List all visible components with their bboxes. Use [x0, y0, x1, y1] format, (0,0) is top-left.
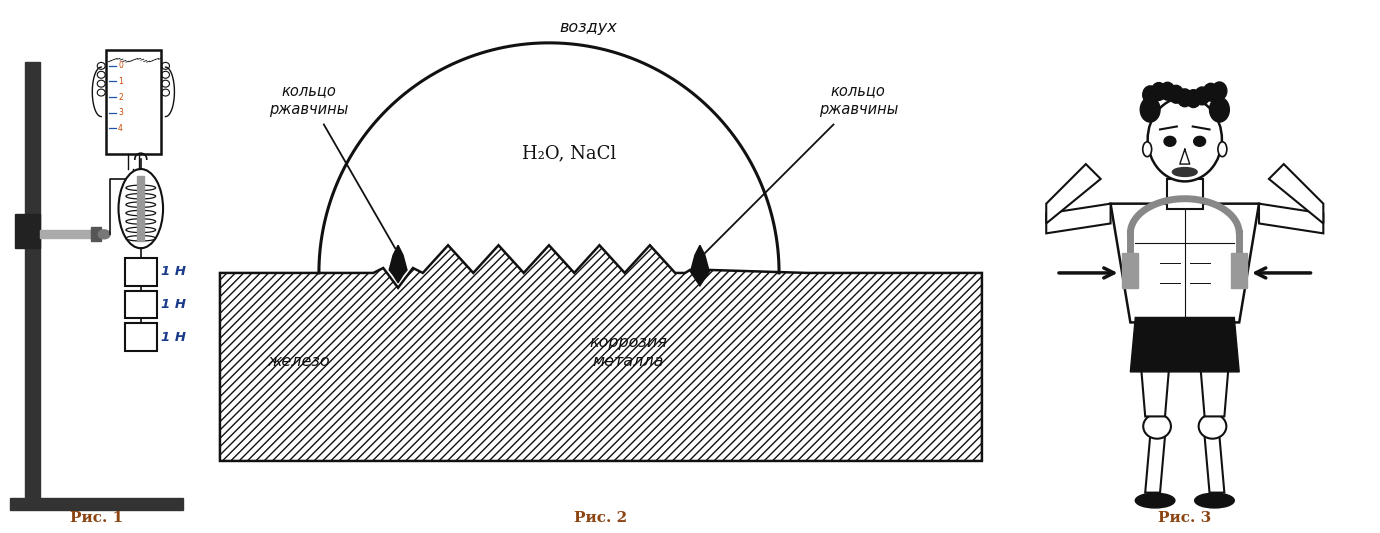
Text: 1 Н: 1 Н: [160, 331, 185, 344]
Polygon shape: [1268, 164, 1323, 223]
Polygon shape: [1199, 357, 1230, 416]
Text: Рис. 2: Рис. 2: [574, 511, 628, 526]
Text: воздух: воздух: [560, 20, 617, 35]
Text: 4: 4: [119, 124, 123, 133]
Bar: [126, 290, 156, 318]
Polygon shape: [1130, 318, 1239, 372]
Ellipse shape: [1203, 83, 1219, 101]
Bar: [106, 50, 160, 154]
Bar: [15, 214, 40, 248]
Polygon shape: [691, 245, 709, 283]
Bar: [1167, 179, 1202, 208]
Bar: [126, 324, 156, 351]
Polygon shape: [389, 245, 407, 283]
Ellipse shape: [1199, 414, 1227, 439]
Ellipse shape: [1143, 414, 1172, 439]
Bar: [25, 62, 40, 498]
Bar: [1122, 253, 1138, 288]
Text: 2: 2: [119, 93, 123, 101]
Text: Рис. 1: Рис. 1: [69, 511, 123, 526]
Text: кольцо
ржавчины: кольцо ржавчины: [818, 83, 898, 117]
Bar: [10, 498, 184, 511]
Polygon shape: [219, 245, 983, 461]
Text: 3: 3: [119, 108, 123, 117]
Ellipse shape: [1177, 89, 1192, 107]
Text: железо: железо: [268, 354, 330, 369]
Text: коррозия
металла: коррозия металла: [589, 335, 667, 369]
Polygon shape: [1046, 204, 1111, 233]
Bar: [40, 230, 94, 238]
Polygon shape: [1205, 436, 1224, 492]
Ellipse shape: [1185, 90, 1201, 108]
Ellipse shape: [1151, 83, 1166, 100]
Bar: [138, 176, 145, 241]
Ellipse shape: [1148, 98, 1221, 181]
Ellipse shape: [1195, 493, 1234, 508]
Ellipse shape: [1212, 82, 1227, 100]
Polygon shape: [1111, 204, 1259, 322]
Bar: [126, 258, 156, 286]
Ellipse shape: [1143, 86, 1158, 104]
Ellipse shape: [1209, 98, 1230, 122]
Ellipse shape: [119, 169, 163, 248]
Text: 0: 0: [119, 61, 123, 70]
Ellipse shape: [98, 230, 110, 239]
Ellipse shape: [1173, 167, 1198, 176]
Text: 1 Н: 1 Н: [160, 265, 185, 278]
Bar: [1231, 253, 1248, 288]
Ellipse shape: [1219, 142, 1227, 157]
Text: H₂O, NaCl: H₂O, NaCl: [522, 144, 615, 162]
Ellipse shape: [1161, 82, 1174, 100]
Polygon shape: [1046, 164, 1101, 223]
Text: 1: 1: [119, 77, 123, 86]
Bar: [91, 228, 101, 241]
Polygon shape: [1145, 436, 1165, 492]
Ellipse shape: [1169, 85, 1184, 103]
Polygon shape: [1259, 204, 1323, 233]
Text: Рис. 3: Рис. 3: [1158, 511, 1212, 526]
Ellipse shape: [1195, 87, 1209, 105]
Ellipse shape: [1140, 98, 1161, 122]
Ellipse shape: [1163, 136, 1176, 146]
Text: кольцо
ржавчины: кольцо ржавчины: [269, 83, 349, 117]
Ellipse shape: [1136, 493, 1174, 508]
Ellipse shape: [1194, 136, 1206, 146]
Ellipse shape: [1143, 142, 1152, 157]
Polygon shape: [1140, 357, 1170, 416]
Text: 1 Н: 1 Н: [160, 298, 185, 311]
